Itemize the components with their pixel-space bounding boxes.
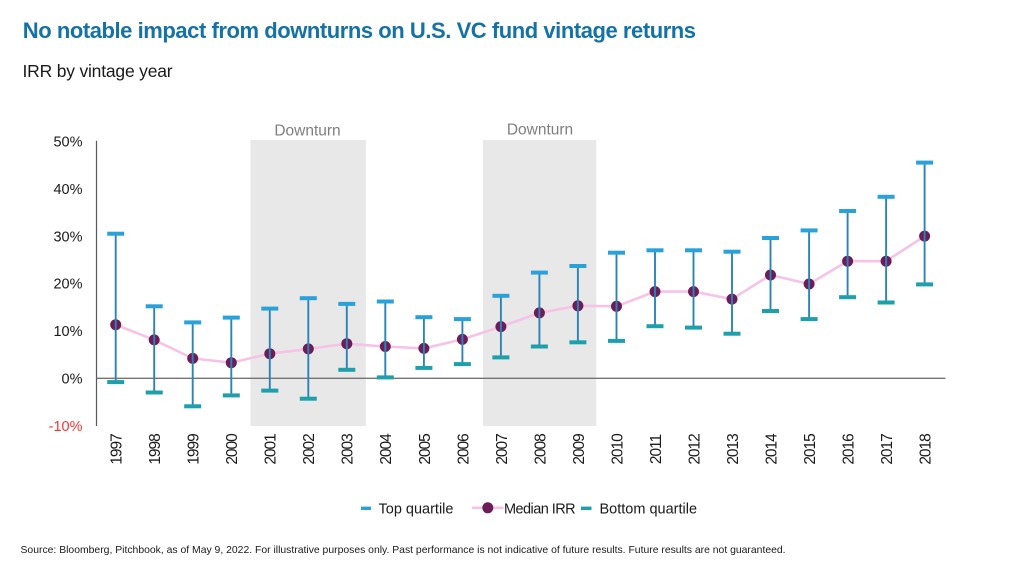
svg-text:2000: 2000 (224, 433, 241, 465)
svg-text:2014: 2014 (763, 433, 780, 465)
svg-text:2002: 2002 (301, 434, 318, 465)
svg-text:2006: 2006 (455, 434, 472, 465)
svg-text:2011: 2011 (648, 435, 665, 465)
svg-text:1998: 1998 (147, 434, 164, 465)
svg-text:40%: 40% (53, 182, 82, 198)
svg-text:2001: 2001 (263, 434, 280, 465)
svg-text:1999: 1999 (186, 434, 203, 465)
svg-text:1997: 1997 (109, 434, 126, 465)
svg-text:Downturn: Downturn (274, 123, 340, 140)
svg-text:10%: 10% (53, 324, 82, 340)
svg-text:0%: 0% (62, 372, 83, 388)
svg-text:Downturn: Downturn (507, 122, 573, 139)
svg-text:2013: 2013 (725, 434, 742, 465)
svg-text:2018: 2018 (918, 434, 935, 465)
svg-text:20%: 20% (53, 277, 82, 293)
svg-text:Median IRR: Median IRR (504, 502, 575, 518)
svg-text:2016: 2016 (841, 434, 858, 465)
svg-text:-10%: -10% (49, 419, 83, 435)
svg-text:2015: 2015 (802, 434, 819, 465)
svg-text:Bottom quartile: Bottom quartile (600, 502, 698, 518)
svg-text:2009: 2009 (571, 434, 588, 465)
svg-text:2007: 2007 (494, 434, 511, 465)
svg-text:50%: 50% (53, 135, 82, 151)
svg-text:2003: 2003 (340, 434, 357, 465)
svg-text:2008: 2008 (532, 434, 549, 465)
svg-text:30%: 30% (53, 229, 82, 245)
svg-text:2010: 2010 (609, 433, 626, 465)
svg-text:Top quartile: Top quartile (379, 502, 454, 518)
svg-text:2005: 2005 (417, 434, 434, 465)
svg-text:2004: 2004 (378, 433, 395, 465)
svg-text:2012: 2012 (686, 434, 703, 465)
svg-text:2017: 2017 (879, 434, 896, 465)
